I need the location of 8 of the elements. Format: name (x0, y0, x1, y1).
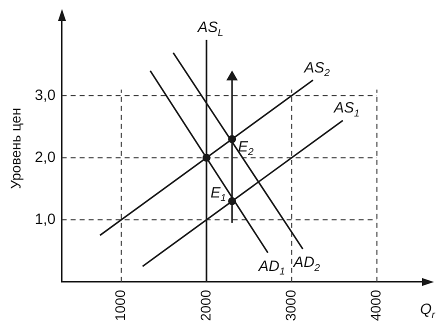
x-tick-label: 2000 (197, 290, 214, 322)
x-tick-label: 4000 (368, 290, 384, 322)
x-tick-label: 3000 (282, 290, 299, 322)
y-tick-label: 2,0 (34, 148, 56, 166)
y-tick-label: 1,0 (34, 210, 56, 228)
y-tick-label: 3,0 (34, 86, 56, 104)
x-tick-label: 1000 (112, 290, 128, 322)
y-axis-title: Уровень цен (7, 108, 24, 190)
